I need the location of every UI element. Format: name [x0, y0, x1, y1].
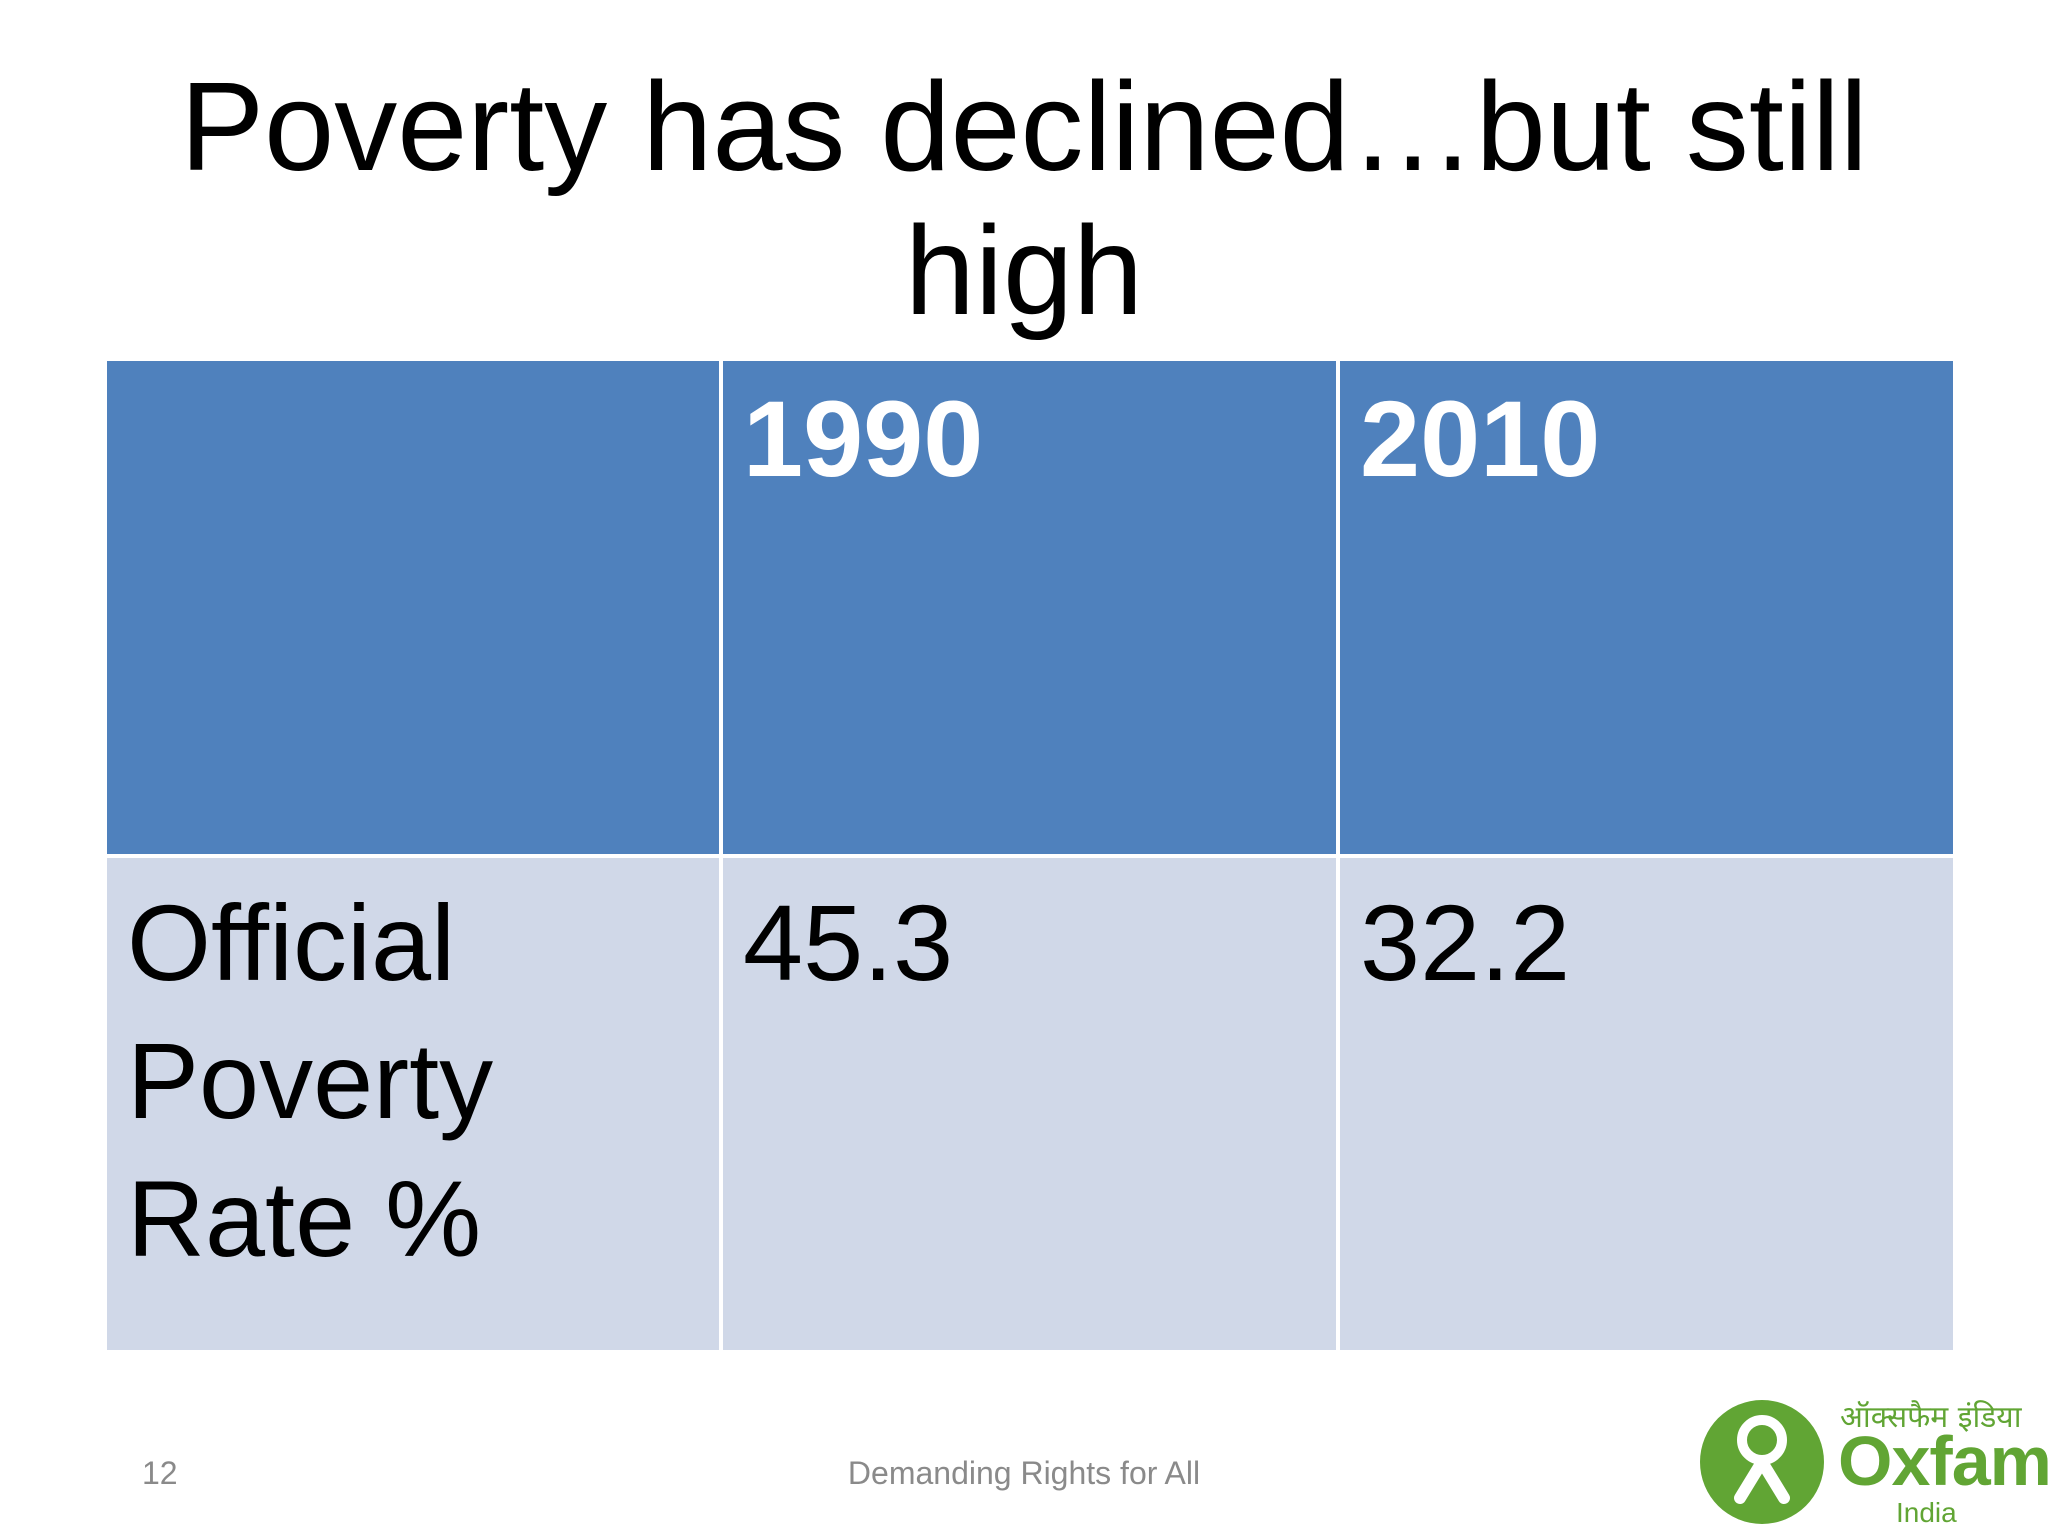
page-number: 12	[142, 1455, 178, 1491]
poverty-table: 1990 2010 Official Poverty Rate % 45.3 3…	[103, 357, 1957, 1354]
slide-title: Poverty has declined…but still high	[180, 56, 1868, 341]
logo-sub-text: India	[1896, 1497, 1957, 1528]
cell-value-1990: 45.3	[719, 854, 1340, 1354]
oxfam-logo: ऑक्सफैम इंडिया Oxfam India	[1700, 1395, 2048, 1530]
header-cell-2010: 2010	[1336, 357, 1957, 858]
header-cell-empty	[103, 357, 723, 858]
table-header-row: 1990 2010	[103, 357, 1957, 858]
logo-hindi-text: ऑक्सफैम इंडिया	[1840, 1400, 2022, 1435]
row-label-text: Official Poverty Rate %	[127, 882, 494, 1279]
row-label: Official Poverty Rate %	[103, 854, 723, 1354]
logo-brand-text: Oxfam	[1838, 1422, 2048, 1500]
table-row: Official Poverty Rate % 45.3 32.2	[103, 854, 1957, 1354]
header-cell-1990: 1990	[719, 357, 1340, 858]
oxfam-logo-icon	[1700, 1400, 1824, 1524]
footer-text: Demanding Rights for All	[847, 1455, 1201, 1491]
cell-value-2010: 32.2	[1336, 854, 1957, 1354]
